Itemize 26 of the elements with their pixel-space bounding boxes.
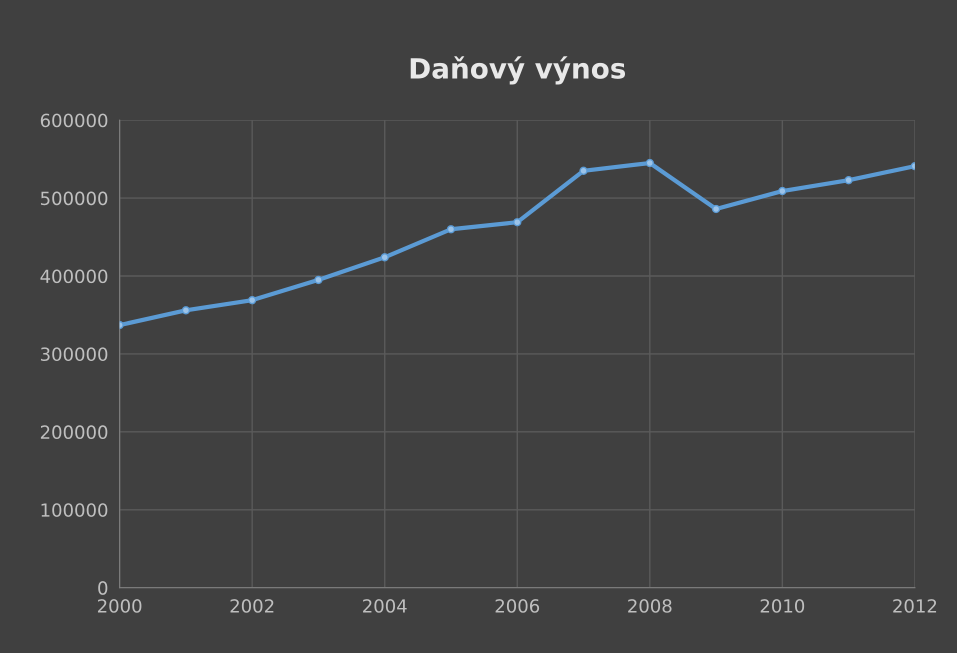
x-tick-label: 2000 bbox=[98, 599, 142, 613]
chart-title: Daňový výnos bbox=[410, 56, 626, 84]
y-tick-label: 300000 bbox=[40, 347, 108, 362]
x-tick-label: 2002 bbox=[230, 599, 274, 613]
point bbox=[380, 253, 389, 262]
x-tick-label: 2010 bbox=[760, 599, 804, 613]
y-tick-label: 100000 bbox=[42, 503, 108, 517]
y-tick-label: 200000 bbox=[40, 425, 108, 439]
y-tick-label: 600000 bbox=[40, 114, 108, 128]
point bbox=[314, 276, 323, 284]
y-tick-label: 400000 bbox=[40, 269, 108, 284]
point bbox=[446, 225, 456, 234]
point bbox=[712, 204, 720, 214]
x-tick-label: 2008 bbox=[628, 599, 672, 613]
point bbox=[579, 166, 588, 175]
point bbox=[513, 218, 522, 226]
x-tick-label: 2012 bbox=[893, 599, 936, 613]
x-tick-label: 2006 bbox=[496, 599, 540, 613]
x-tick-label: 2004 bbox=[363, 599, 407, 613]
point bbox=[778, 186, 787, 196]
y-tick-label: 0 bbox=[98, 581, 108, 595]
y-tick-label: 500000 bbox=[40, 192, 108, 206]
point bbox=[844, 176, 853, 184]
point bbox=[248, 296, 256, 304]
point bbox=[646, 158, 654, 168]
point bbox=[182, 306, 190, 314]
